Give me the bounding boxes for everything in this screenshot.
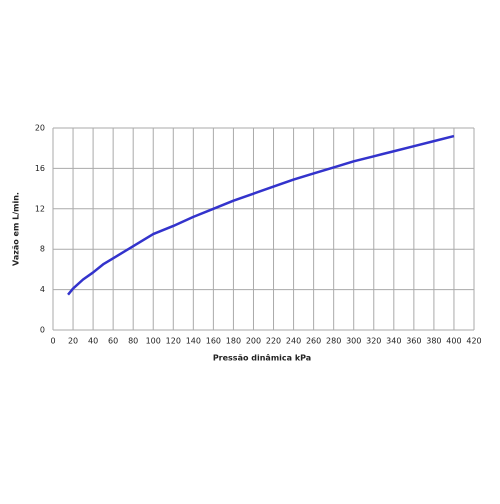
x-tick-label: 200 [246, 337, 261, 346]
x-tick-label: 80 [128, 337, 138, 346]
x-tick-label: 340 [386, 337, 401, 346]
y-tick-label: 8 [40, 245, 45, 254]
x-tick-label: 0 [50, 337, 55, 346]
x-tick-label: 60 [108, 337, 118, 346]
x-tick-label: 120 [166, 337, 181, 346]
x-tick-label: 400 [446, 337, 461, 346]
x-tick-label: 160 [206, 337, 221, 346]
x-tick-label: 240 [286, 337, 301, 346]
y-tick-label: 4 [40, 285, 45, 294]
y-axis-title: Vazão em L/min. [12, 192, 21, 266]
y-tick-label: 20 [35, 124, 45, 133]
x-tick-label: 140 [186, 337, 201, 346]
data-line [67, 134, 455, 296]
x-tick-label: 320 [366, 337, 381, 346]
x-tick-label: 420 [466, 337, 481, 346]
x-tick-label: 380 [426, 337, 441, 346]
x-tick-label: 100 [146, 337, 161, 346]
y-tick-label: 16 [35, 164, 45, 173]
x-axis-title: Pressão dinâmica kPa [213, 354, 311, 363]
x-tick-label: 260 [306, 337, 321, 346]
x-tick-label: 220 [266, 337, 281, 346]
x-tick-label: 300 [346, 337, 361, 346]
y-tick-label: 12 [35, 204, 45, 213]
x-tick-label: 280 [326, 337, 341, 346]
x-tick-label: 180 [226, 337, 241, 346]
x-tick-label: 360 [406, 337, 421, 346]
x-tick-label: 40 [88, 337, 98, 346]
y-tick-label: 0 [40, 326, 45, 335]
x-tick-label: 20 [68, 337, 78, 346]
